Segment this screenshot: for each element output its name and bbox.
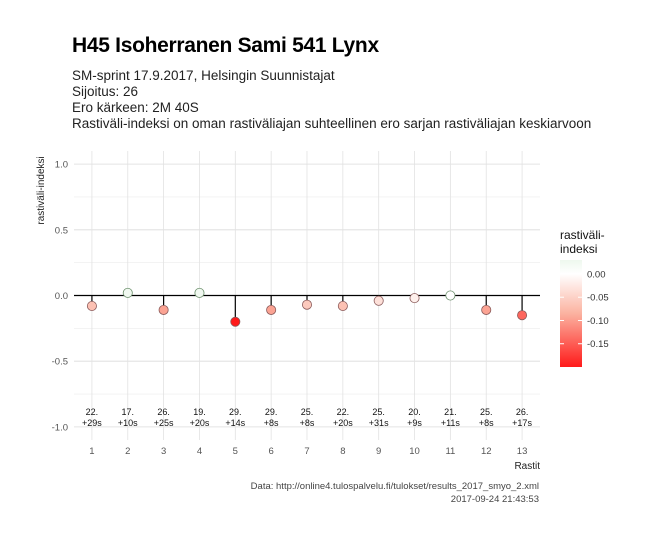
point-label-gap: +20s [190,418,210,428]
x-tick-label: 7 [304,446,309,457]
legend-title-line2: indeksi [560,242,597,256]
data-point [517,310,528,321]
point-label-rank: 21. [444,407,457,417]
point-label-rank: 22. [86,407,99,417]
point-label-rank: 17. [122,407,135,417]
x-tick-label: 9 [376,446,381,457]
point-label-rank: 26. [516,407,529,417]
point-label-gap: +9s [407,418,422,428]
x-tick-label: 6 [269,446,274,457]
point-label-rank: 25. [372,407,385,417]
point-label-gap: +29s [82,418,102,428]
point-label-rank: 25. [480,407,493,417]
x-tick-label: 5 [233,446,238,457]
x-tick-label: 8 [340,446,345,457]
legend-tick-label: -0.05 [587,293,609,304]
data-point [481,304,492,315]
legend-tick-label: 0.00 [587,269,606,280]
subtitle-gap: Ero kärkeen: 2M 40S [72,100,199,115]
data-point [301,299,312,310]
y-tick-label: 0.0 [55,291,68,302]
chart-title: H45 Isoherranen Sami 541 Lynx [72,34,379,57]
point-label-rank: 29. [265,407,278,417]
point-labels: 22.+29s17.+10s26.+25s19.+20s29.+14s29.+8… [82,407,532,428]
y-tick-label: -1.0 [52,422,68,433]
point-label-gap: +8s [264,418,279,428]
data-source: Data: http://online4.tulospalvelu.fi/tul… [250,481,539,492]
point-label-rank: 22. [337,407,350,417]
point-label-gap: +8s [300,418,315,428]
legend-title-line1: rastiväli- [560,228,605,242]
point-label-rank: 29. [229,407,242,417]
data-point [445,290,456,301]
point-label-rank: 20. [408,407,421,417]
data-point [409,293,420,304]
point-label-gap: +11s [441,418,461,428]
y-tick-label: 1.0 [55,160,68,171]
point-label-gap: +20s [333,418,353,428]
x-tick-label: 2 [125,446,130,457]
x-tick-label: 1 [89,446,94,457]
color-legend: rastiväli-indeksi 0.00 -0.05 -0.10 -0.15 [560,228,609,367]
point-label-rank: 26. [157,407,170,417]
subtitle-placement: Sijoitus: 26 [72,84,139,99]
data-point [194,287,205,298]
y-tick-label: 0.5 [55,225,68,236]
x-tick-label: 12 [481,446,492,457]
subtitle-description: Rastiväli-indeksi on oman rastiväliajan … [72,116,592,131]
data-point [337,301,348,312]
point-label-rank: 19. [193,407,206,417]
legend-colorbar [560,260,582,367]
point-label-gap: +10s [118,418,138,428]
point-label-gap: +14s [225,418,245,428]
x-axis-label: Rastit [514,461,540,472]
point-label-rank: 25. [301,407,314,417]
x-tick-label: 13 [517,446,528,457]
data-point [86,301,97,312]
x-tick-label: 3 [161,446,166,457]
y-axis-label: rastiväli-indeksi [36,156,47,224]
data-point [373,295,384,306]
y-tick-label: -0.5 [52,357,68,368]
point-label-gap: +8s [479,418,494,428]
generated-timestamp: 2017-09-24 21:43:53 [450,494,539,505]
x-tick-label: 11 [445,446,455,457]
point-label-gap: +25s [154,418,174,428]
data-point [266,304,277,315]
x-tick-label: 4 [197,446,202,457]
x-tick-label: 10 [409,446,420,457]
data-point [230,316,241,327]
legend-tick-label: -0.15 [587,339,609,350]
data-points [86,287,528,327]
point-label-gap: +17s [512,418,532,428]
data-point [122,287,133,298]
data-point [158,304,169,315]
subtitle-event: SM-sprint 17.9.2017, Helsingin Suunnista… [72,68,335,83]
point-label-gap: +31s [369,418,389,428]
legend-tick-label: -0.10 [587,316,609,327]
